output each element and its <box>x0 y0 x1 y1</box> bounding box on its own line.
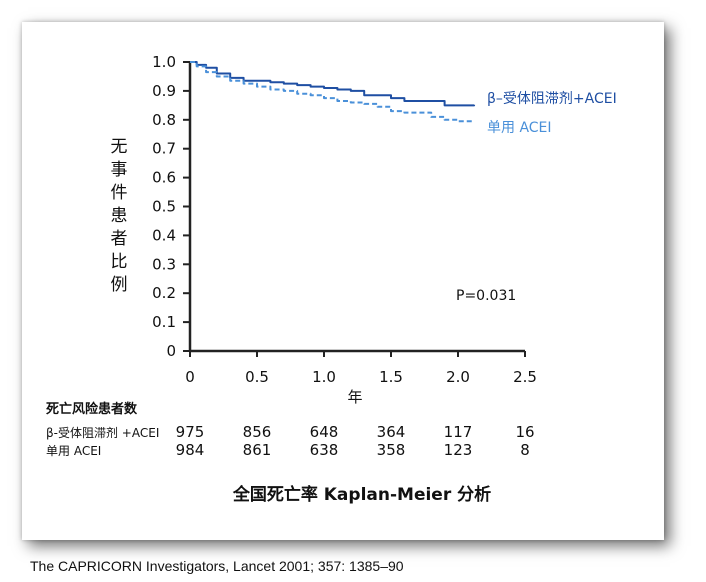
risk-table-cell: 358 <box>377 441 406 459</box>
y-ticks: 0 0.1 0.2 0.3 0.4 0.5 0.6 0.7 0.8 0.9 1.0 <box>152 53 190 360</box>
y-tick-label: 0.9 <box>152 82 176 100</box>
y-tick-label: 0.1 <box>152 313 176 331</box>
y-tick-label: 0.3 <box>152 255 176 273</box>
y-tick-label: 0.7 <box>152 140 176 158</box>
x-tick-label: 2.0 <box>446 368 470 386</box>
series-line-1 <box>190 61 475 123</box>
x-tick-label: 1.5 <box>379 368 403 386</box>
risk-table-cell: 123 <box>444 441 473 459</box>
series-line-0 <box>190 61 476 107</box>
x-tick-label: 0 <box>185 368 195 386</box>
x-ticks: 0 0.5 1.0 1.5 2.0 2.5 <box>185 351 537 386</box>
risk-table-cell: 975 <box>176 423 205 441</box>
series <box>190 61 476 123</box>
y-axis-label-char: 比 <box>111 252 128 272</box>
chart-subtitle: 全国死亡率 Kaplan-Meier 分析 <box>232 484 491 505</box>
legend-entry-acei: 单用 ACEI <box>487 120 552 136</box>
y-axis-label-char: 者 <box>111 229 128 249</box>
risk-table-title: 死亡风险患者数 <box>46 401 138 417</box>
risk-table-cell: 117 <box>444 423 473 441</box>
y-tick-label: 0 <box>166 342 176 360</box>
y-tick-label: 0.4 <box>152 226 176 244</box>
risk-table-cell: 861 <box>243 441 272 459</box>
y-tick-label: 0.2 <box>152 284 176 302</box>
legend-entry-combo: β–受体阻滞剂+ACEI <box>487 91 617 107</box>
risk-row-label-combo: β-受体阻滞剂 +ACEI <box>46 425 159 440</box>
y-axis-label-char: 患 <box>111 206 128 226</box>
risk-row-label-acei: 单用 ACEI <box>46 444 101 458</box>
y-axis-label-char: 事 <box>111 160 128 180</box>
citation: The CAPRICORN Investigators, Lancet 2001… <box>30 558 404 574</box>
risk-table-cell: 648 <box>310 423 339 441</box>
y-tick-label: 1.0 <box>152 53 176 71</box>
risk-table-cell: 984 <box>176 441 205 459</box>
chart-card <box>22 22 664 540</box>
x-tick-label: 0.5 <box>245 368 269 386</box>
y-tick-label: 0.6 <box>152 169 176 187</box>
p-value-annotation: P=0.031 <box>456 288 516 304</box>
y-axis-label-char: 无 <box>111 137 128 157</box>
risk-table-cell: 364 <box>377 423 406 441</box>
risk-table-cell: 8 <box>520 441 530 459</box>
x-tick-label: 2.5 <box>513 368 537 386</box>
risk-table-cell: 16 <box>515 423 534 441</box>
y-axis-label-char: 例 <box>111 275 128 295</box>
x-tick-label: 1.0 <box>312 368 336 386</box>
legend: β–受体阻滞剂+ACEI 单用 ACEI <box>487 91 617 136</box>
y-tick-label: 0.5 <box>152 198 176 216</box>
risk-table-values: 975 856 648 364 117 16 984 861 638 358 123 8 <box>176 423 535 459</box>
y-axis-label-char: 件 <box>111 183 128 203</box>
x-axis-label: 年 <box>347 388 362 406</box>
risk-table-cell: 856 <box>243 423 272 441</box>
y-tick-label: 0.8 <box>152 111 176 129</box>
risk-table-cell: 638 <box>310 441 339 459</box>
